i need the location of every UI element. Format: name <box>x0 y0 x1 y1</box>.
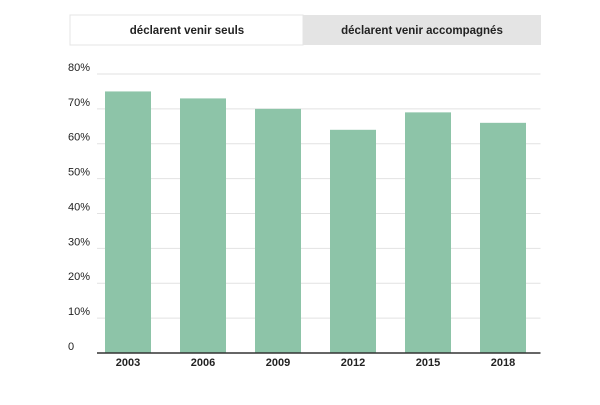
x-tick-label: 2018 <box>491 357 515 369</box>
tab-bg <box>303 15 541 45</box>
bar <box>180 98 226 353</box>
tab-bg <box>69 14 304 46</box>
bar <box>255 108 301 353</box>
y-tick-label: 20% <box>68 271 90 283</box>
x-tick-label: 2015 <box>416 357 440 369</box>
bar <box>405 112 451 353</box>
tab[interactable]: déclarent venir seuls <box>130 25 244 37</box>
y-tick-label: 40% <box>68 201 90 213</box>
bar <box>480 122 526 353</box>
y-tick-label: 70% <box>68 97 90 109</box>
bar <box>330 129 376 353</box>
y-tick-label: 80% <box>68 62 90 74</box>
bar <box>105 91 151 353</box>
x-tick-label: 2006 <box>191 357 215 369</box>
y-tick-label: 30% <box>68 236 90 248</box>
y-tick-label: 10% <box>68 306 90 318</box>
y-tick-label: 50% <box>68 167 90 179</box>
y-tick-label: 0 <box>68 341 74 353</box>
x-tick-label: 2003 <box>116 357 140 369</box>
tab[interactable]: déclarent venir accompagnés <box>341 25 503 37</box>
y-tick-label: 60% <box>68 132 90 144</box>
x-tick-label: 2012 <box>341 357 365 369</box>
x-tick-label: 2009 <box>266 357 290 369</box>
